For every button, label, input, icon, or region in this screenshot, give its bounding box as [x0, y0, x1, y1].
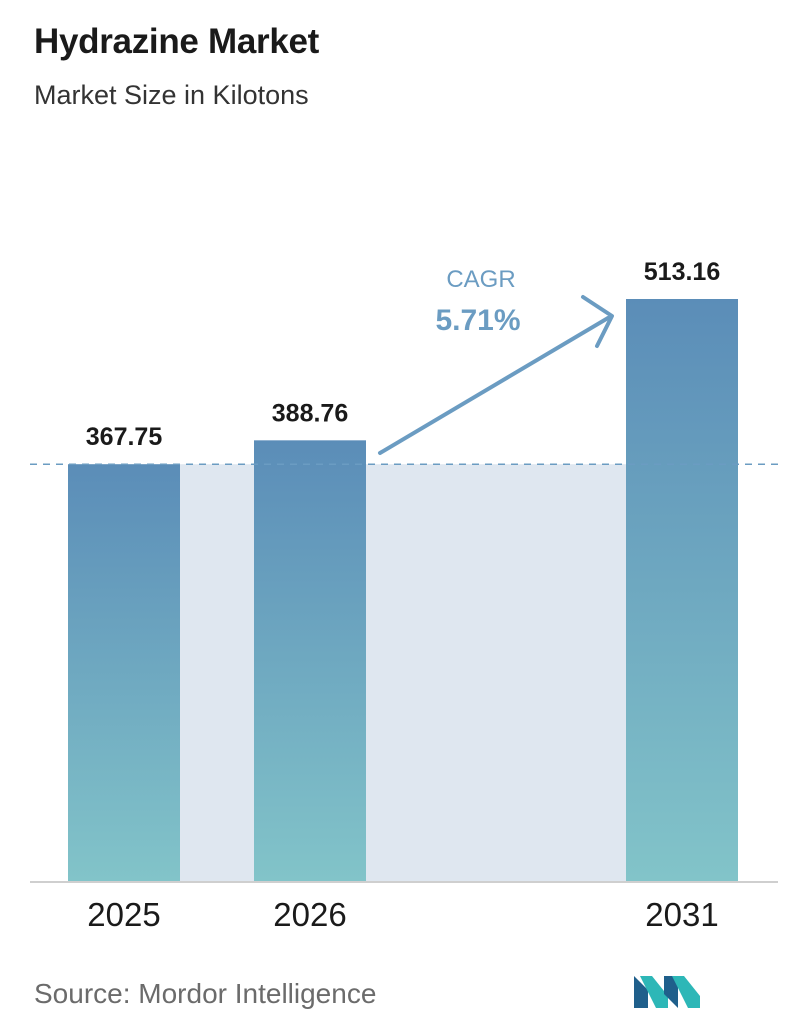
chart-title: Hydrazine Market — [34, 22, 320, 61]
data-label: 367.75 — [86, 423, 163, 451]
data-label: 513.16 — [644, 258, 720, 286]
source-text: Source: Mordor Intelligence — [34, 978, 377, 1009]
mordor-intelligence-logo — [634, 976, 700, 1008]
cagr-arrow — [378, 316, 610, 455]
bar — [626, 299, 738, 882]
cagr-label: CAGR — [446, 266, 515, 293]
data-label: 388.76 — [272, 399, 348, 427]
cagr-value: 5.71% — [435, 304, 520, 337]
bar — [254, 440, 366, 882]
x-tick-label: 2031 — [645, 896, 718, 933]
bar-chart: 367.75 2025 388.76 2026 513.16 2031 CAGR 5.71% — [30, 258, 780, 933]
x-tick-label: 2026 — [273, 896, 346, 933]
x-tick-label: 2025 — [87, 896, 160, 933]
band-area — [366, 464, 626, 882]
band-area — [180, 464, 254, 882]
chart-subtitle: Market Size in Kilotons — [34, 80, 309, 110]
cagr-arrow-head — [581, 295, 614, 348]
bar — [68, 464, 180, 882]
